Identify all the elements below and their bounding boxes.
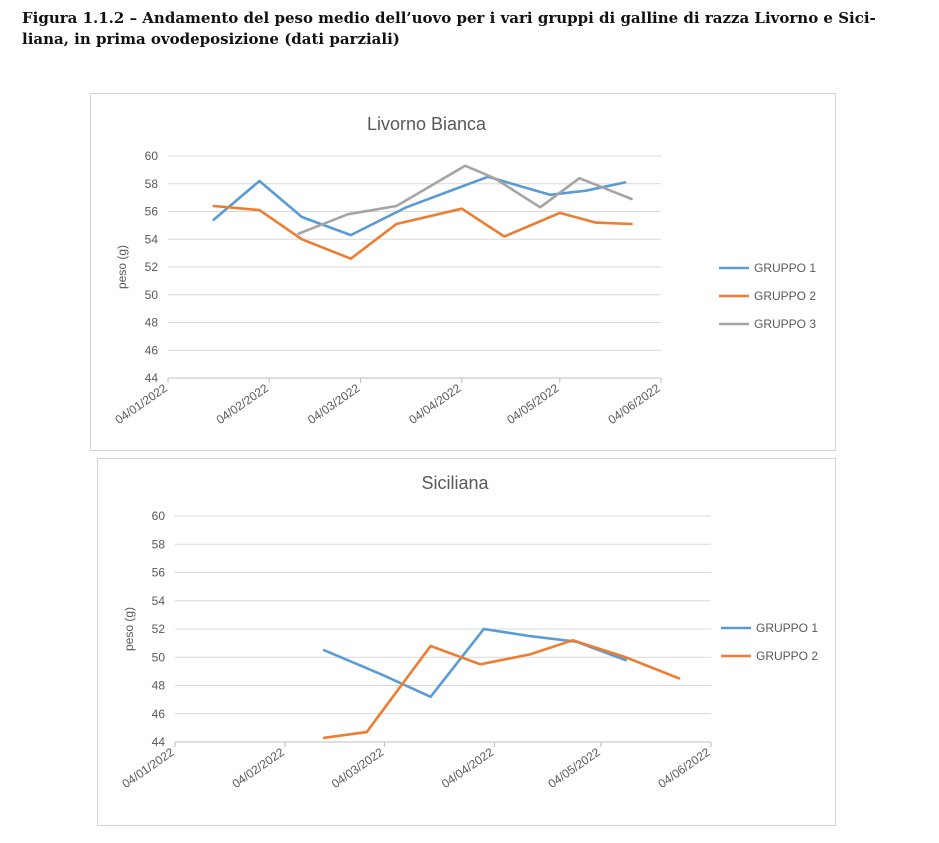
y-tick-label: 50 [145,288,159,302]
y-tick-label: 54 [152,594,166,608]
y-axis-label: peso (g) [115,245,129,289]
x-tick-label: 04/04/2022 [439,745,496,791]
chart-livorno-bianca: Livorno Bianca 44 46 48 50 52 54 56 58 60 04/01/20… [90,93,836,451]
x-tick-label: 04/03/2022 [329,745,386,791]
legend-label-gruppo-2: GRUPPO 2 [754,289,816,303]
x-tick-label: 04/03/2022 [305,381,362,427]
x-tick-label: 04/06/2022 [605,381,662,427]
legend-label-gruppo-3: GRUPPO 3 [754,317,816,331]
y-tick-label: 48 [145,316,159,330]
y-tick-label: 46 [152,707,166,721]
x-tick-label: 04/06/2022 [655,745,712,791]
x-tick-label: 04/05/2022 [504,381,561,427]
y-tick-label: 58 [152,537,166,551]
x-tick-label: 04/02/2022 [214,381,271,427]
series-line-gruppo-2 [212,204,633,260]
y-tick-label: 60 [152,509,166,523]
x-tick-label: 04/02/2022 [230,745,287,791]
y-tick-label: 56 [145,205,159,219]
y-tick-label: 52 [145,260,159,274]
y-tick-label: 60 [145,149,159,163]
figure-caption: Figura 1.1.2 – Andamento del peso medio … [22,9,876,48]
chart-siciliana: Siciliana 44 46 48 50 52 54 56 58 60 04/01/2022 04/… [97,458,836,826]
y-axis-label: peso (g) [122,607,136,651]
y-tick-label: 46 [145,343,159,357]
series-line-gruppo-2 [322,639,681,740]
y-tick-label: 50 [152,650,166,664]
legend-label-gruppo-2: GRUPPO 2 [756,649,818,663]
y-tick-label: 44 [145,371,159,385]
y-tick-label: 44 [152,735,166,749]
chart-siciliana-svg: Siciliana 44 46 48 50 52 54 56 58 60 04/01/2022 04/… [119,473,818,791]
y-tick-label: 54 [145,232,159,246]
y-tick-label: 52 [152,622,166,636]
chart-title: Livorno Bianca [367,114,487,134]
x-tick-label: 04/01/2022 [112,381,169,427]
y-tick-label: 48 [152,679,166,693]
y-tick-label: 56 [152,566,166,580]
x-tick-label: 04/01/2022 [119,745,176,791]
chart-livorno-bianca-svg: Livorno Bianca 44 46 48 50 52 54 56 58 60 04/01/20… [112,114,816,427]
x-tick-label: 04/05/2022 [545,745,602,791]
x-tick-label: 04/04/2022 [406,381,463,427]
chart-title: Siciliana [421,473,489,493]
legend-label-gruppo-1: GRUPPO 1 [754,261,816,275]
legend-label-gruppo-1: GRUPPO 1 [756,621,818,635]
series-line-gruppo-1 [212,175,627,237]
series-line-gruppo-3 [297,164,633,235]
y-tick-label: 58 [145,177,159,191]
